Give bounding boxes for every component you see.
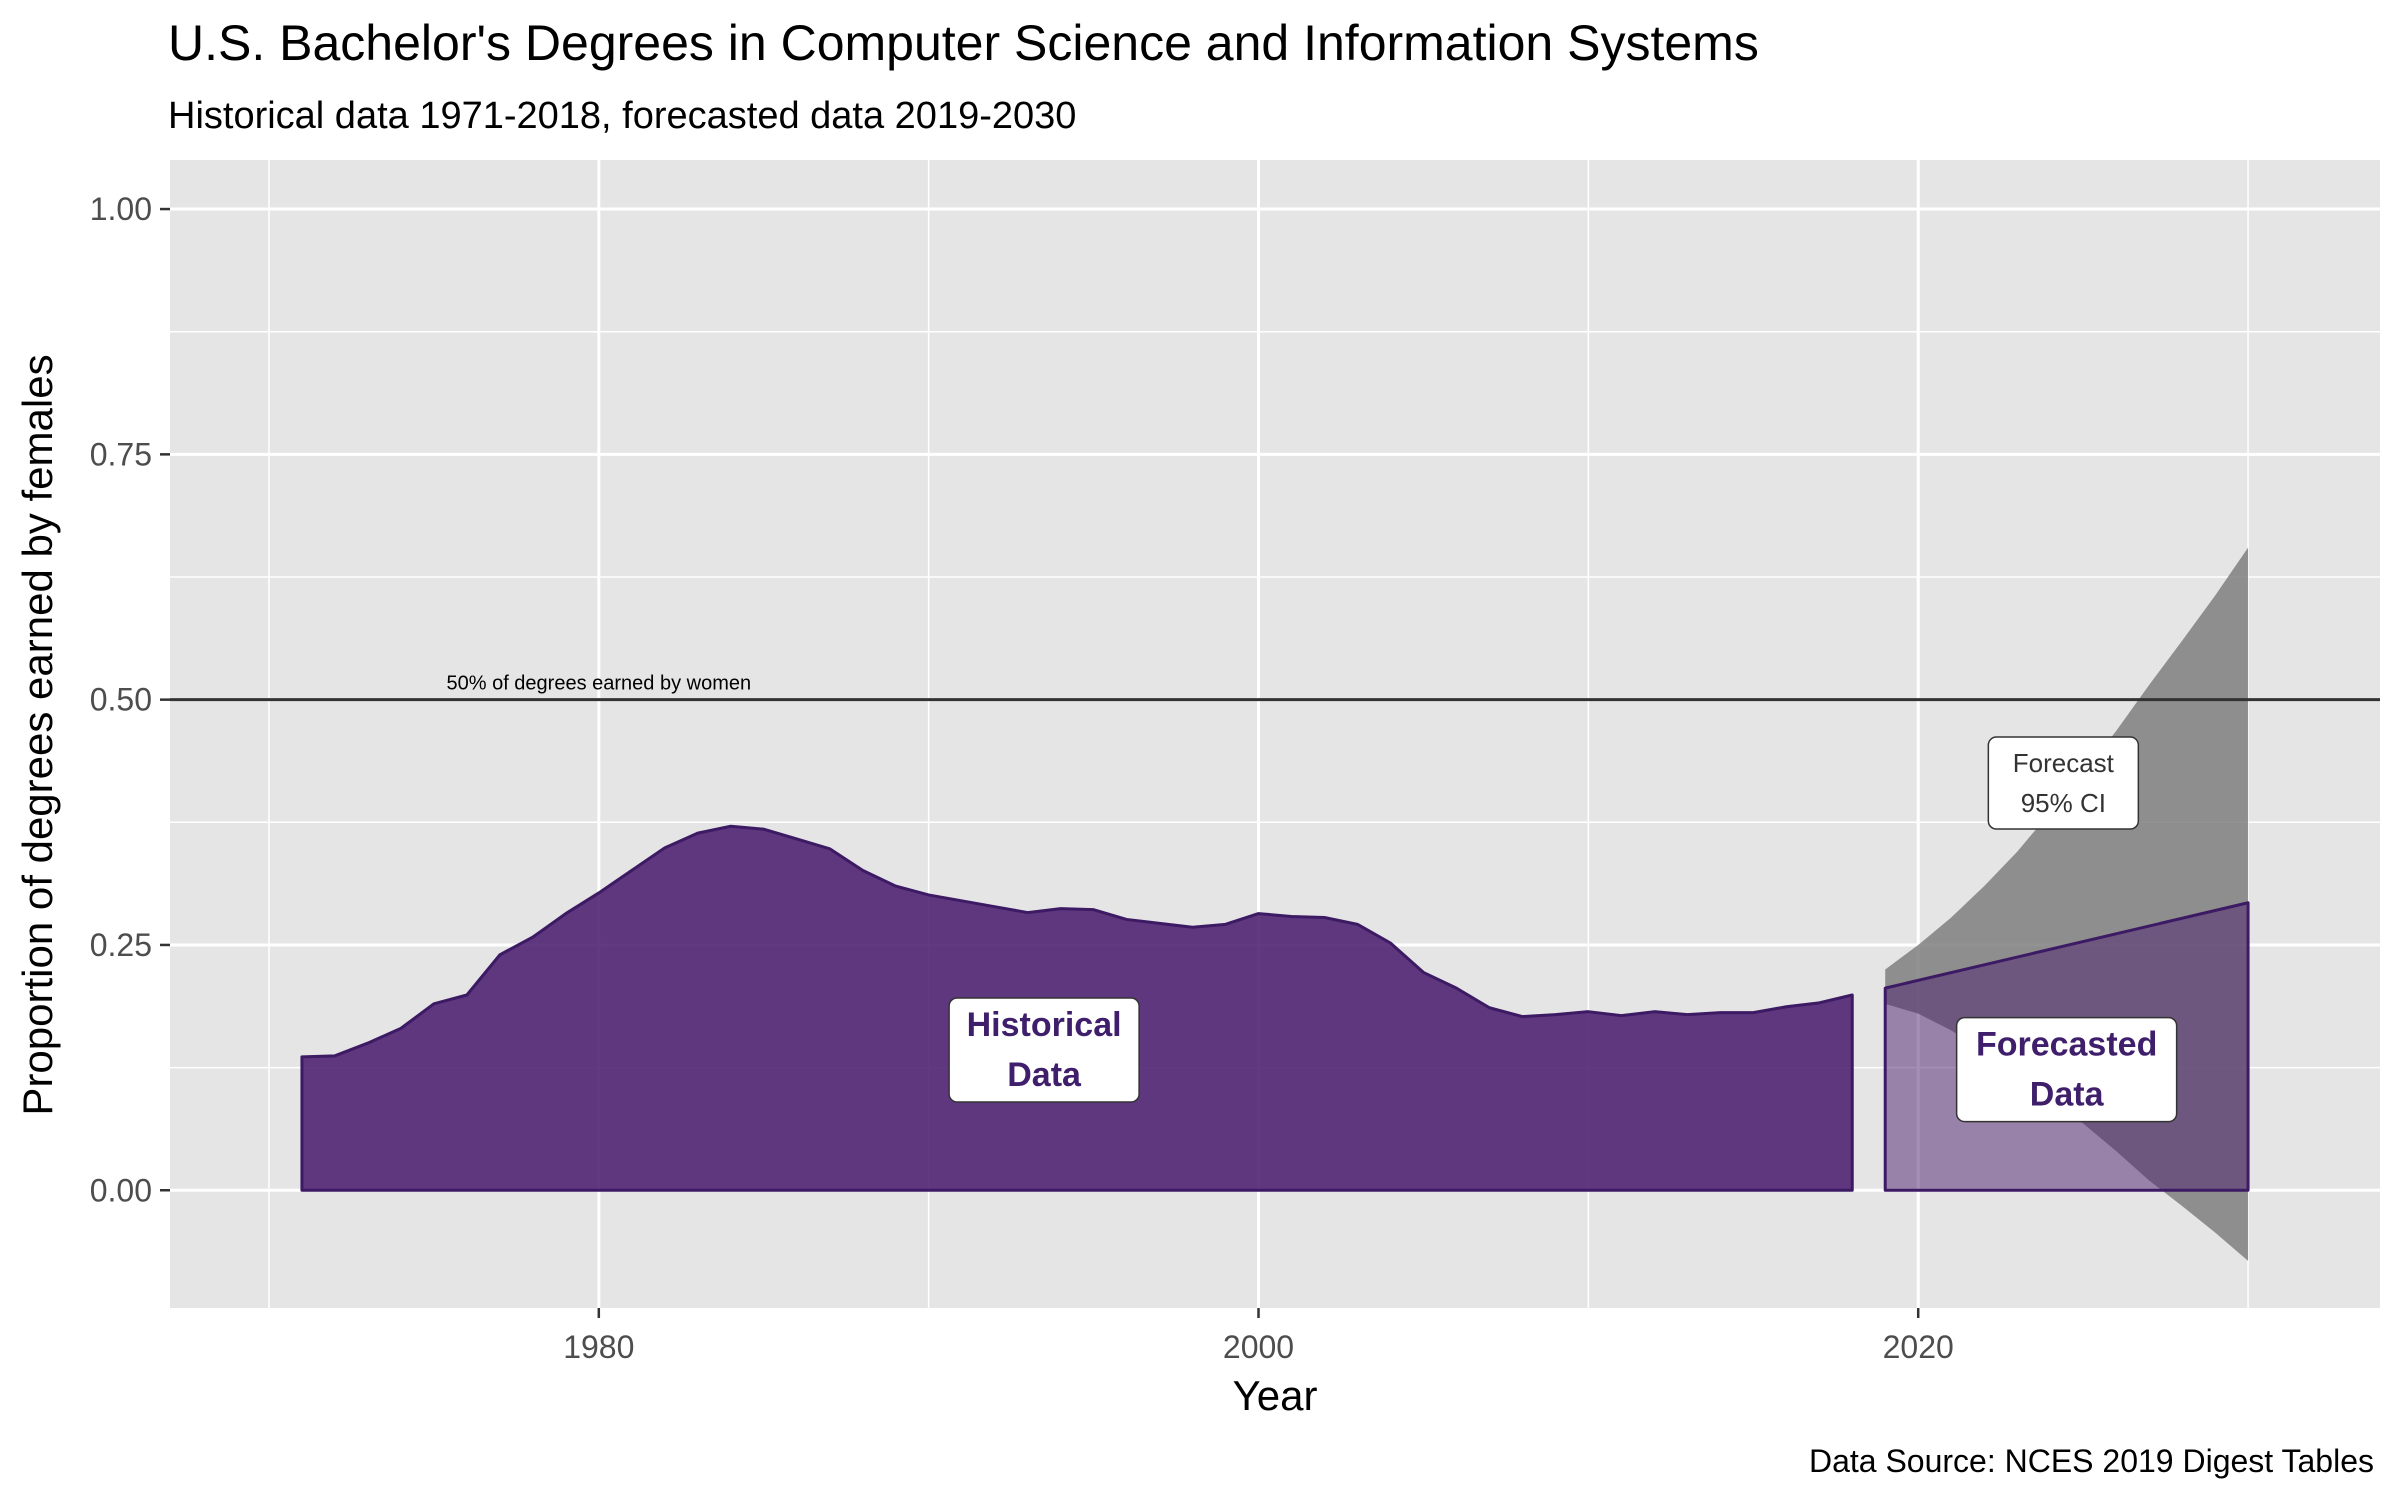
forecasted-data-label-box: [1955, 1016, 2178, 1123]
forecasted-data-label-text: Data: [2030, 1076, 2105, 1114]
y-tick-label: 0.00: [90, 1172, 152, 1208]
x-axis: 1980 2000 2020: [563, 1308, 1954, 1365]
historical-data-label-text: Historical: [967, 1006, 1122, 1044]
forecast-ci-label-text: Forecast: [2013, 748, 2115, 778]
y-tick-label: 0.75: [90, 436, 152, 472]
x-tick-label: 1980: [563, 1329, 634, 1365]
x-tick-label: 2000: [1223, 1329, 1294, 1365]
forecast-ci-label-box: [1987, 736, 2140, 830]
reference-line-label: 50% of degrees earned by women: [446, 673, 751, 695]
historical-data-label-box: [948, 997, 1140, 1103]
y-axis: 0.00 0.25 0.50 0.75 1.00: [90, 191, 170, 1208]
y-tick-label: 1.00: [90, 191, 152, 227]
data-source-caption: Data Source: NCES 2019 Digest Tables: [1809, 1443, 2374, 1479]
chart-subtitle: Historical data 1971-2018, forecasted da…: [168, 95, 1076, 137]
historical-data-label-text: Data: [1007, 1056, 1082, 1094]
forecast-ci-label: Forecast 95% CI: [1987, 736, 2140, 830]
x-axis-title: Year: [1233, 1372, 1318, 1419]
annotation-layer: Historical Data Forecasted Data Forecast 95% …: [948, 736, 2178, 1123]
forecast-ci-label-text: 95% CI: [2021, 788, 2106, 818]
historical-data-label: Historical Data: [948, 997, 1140, 1103]
y-axis-title: Proportion of degrees earned by females: [14, 354, 61, 1115]
y-tick-label: 0.25: [90, 927, 152, 963]
chart-title: U.S. Bachelor's Degrees in Computer Scie…: [168, 15, 1759, 71]
forecasted-data-label: Forecasted Data: [1955, 1016, 2178, 1123]
y-tick-label: 0.50: [90, 682, 152, 718]
forecasted-data-label-text: Forecasted: [1976, 1026, 2157, 1064]
x-tick-label: 2020: [1883, 1329, 1954, 1365]
